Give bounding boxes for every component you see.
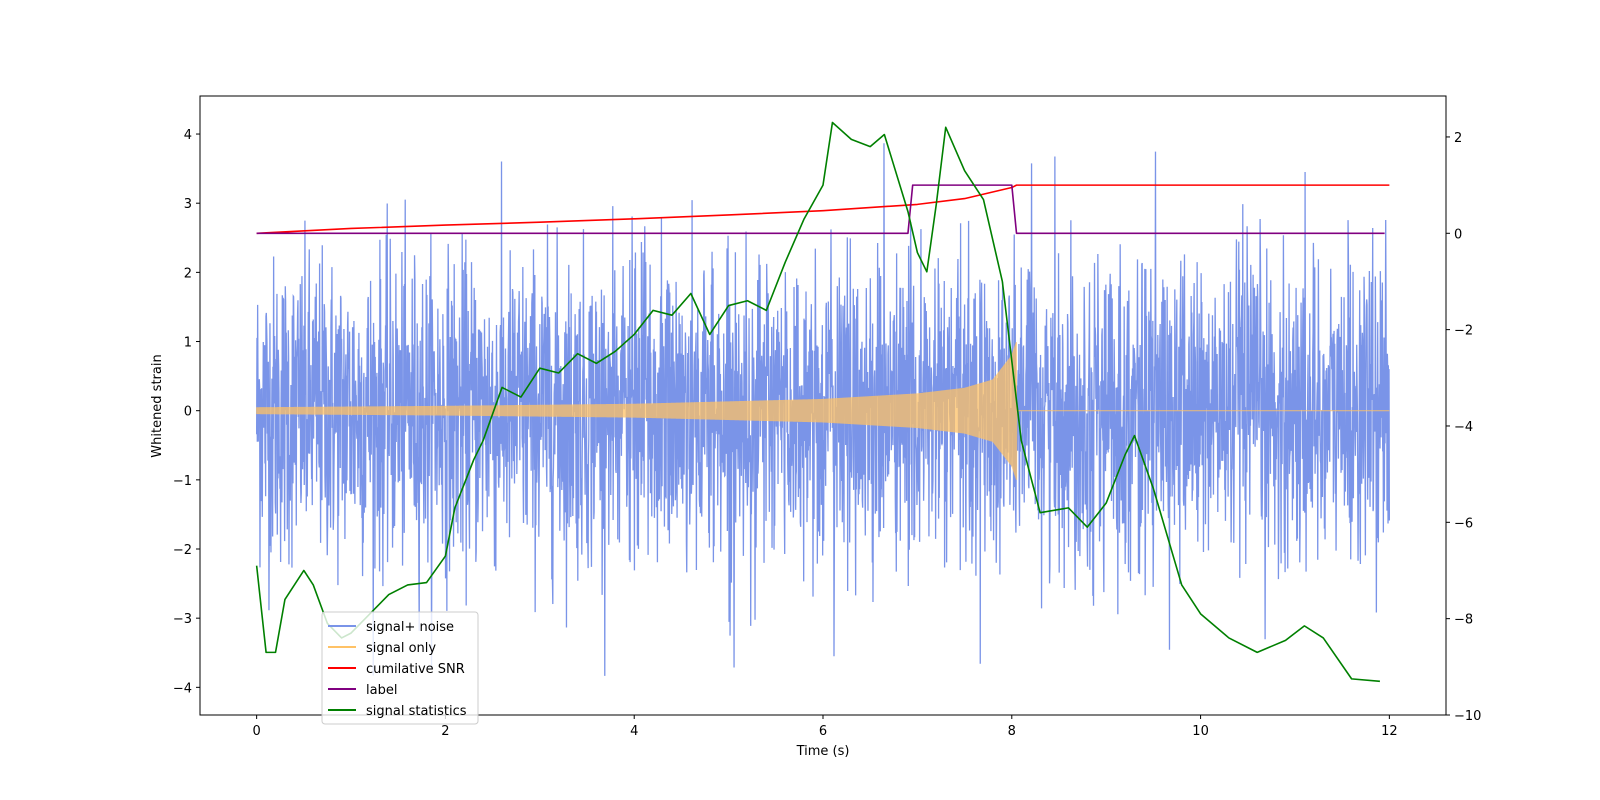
y-tick-label-8: 4	[184, 128, 192, 143]
y2-tick-label-2: −6	[1454, 516, 1473, 531]
x-tick-label-3: 6	[819, 724, 827, 739]
y2-tick-label-5: 0	[1454, 227, 1462, 242]
series-line-signal-statistics	[255, 121, 1380, 683]
legend-label-2: cumilative SNR	[366, 662, 465, 677]
series-line-signal-only	[256, 342, 1390, 480]
legend-box	[321, 611, 479, 725]
legend: signal+ noise signal only cumilative SNR la…	[321, 611, 479, 725]
series-signal-only	[256, 342, 1390, 480]
x-tick-label-0: 0	[252, 724, 260, 739]
series-signal-plus-noise	[255, 143, 1391, 676]
series-line-signal-plus-noise	[255, 143, 1391, 676]
plot-layer	[255, 121, 1391, 683]
x-tick-label-6: 12	[1381, 724, 1398, 739]
y-tick-label-1: −3	[173, 612, 192, 627]
legend-label-3: label	[366, 683, 397, 698]
y2-tick-label-1: −8	[1454, 613, 1473, 628]
series-line-label	[256, 184, 1385, 235]
y-tick-label-5: 1	[184, 336, 192, 351]
series-signal-statistics	[255, 121, 1380, 683]
y2-tick-label-3: −4	[1454, 420, 1473, 435]
y2-tick-label-6: 2	[1454, 131, 1462, 146]
y-tick-label-7: 3	[184, 197, 192, 212]
series-label	[256, 184, 1385, 235]
y2-tick-label-0: −10	[1454, 709, 1481, 724]
x-tick-label-1: 2	[441, 724, 449, 739]
x-axis-label: Time (s)	[796, 744, 850, 759]
y-tick-label-3: −1	[173, 474, 192, 489]
y2-tick-label-4: −2	[1454, 324, 1473, 339]
y-axis-label: Whitened strain	[150, 354, 165, 457]
y-tick-label-2: −2	[173, 543, 192, 558]
y-tick-label-6: 2	[184, 266, 192, 281]
y-tick-label-4: 0	[184, 405, 192, 420]
y2-axis-ticks: −10 −8 −6 −4 −2 0 2	[1446, 131, 1481, 724]
x-tick-label-5: 10	[1192, 724, 1209, 739]
legend-label-1: signal only	[366, 641, 436, 656]
legend-label-0: signal+ noise	[366, 620, 454, 635]
legend-label-4: signal statistics	[366, 704, 467, 719]
x-tick-label-2: 4	[630, 724, 638, 739]
y-axis-ticks: −4 −3 −2 −1 0 1 2 3 4	[173, 128, 200, 696]
x-tick-label-4: 8	[1008, 724, 1016, 739]
y-tick-label-0: −4	[173, 681, 192, 696]
